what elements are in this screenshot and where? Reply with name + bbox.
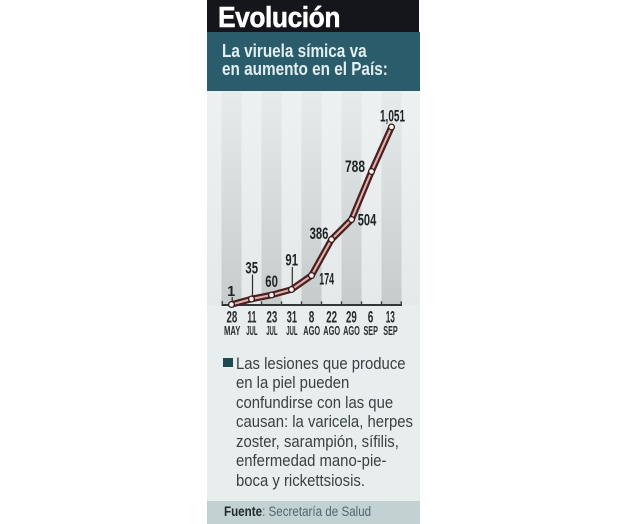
svg-text:174: 174: [319, 270, 334, 289]
svg-text:SEP: SEP: [383, 324, 397, 338]
svg-text:788: 788: [345, 157, 365, 176]
svg-text:504: 504: [358, 211, 377, 230]
svg-text:JUL: JUL: [266, 324, 278, 338]
svg-text:SEP: SEP: [364, 324, 378, 338]
svg-text:29: 29: [346, 308, 357, 327]
svg-text:22: 22: [326, 308, 337, 327]
svg-text:91: 91: [285, 251, 298, 270]
svg-text:AGO: AGO: [303, 324, 320, 338]
svg-text:28: 28: [227, 308, 238, 327]
svg-text:MAY: MAY: [224, 324, 241, 338]
svg-text:23: 23: [267, 308, 278, 327]
svg-text:60: 60: [265, 272, 278, 291]
svg-text:1: 1: [227, 284, 235, 300]
svg-text:JUL: JUL: [246, 324, 258, 338]
svg-text:AGO: AGO: [323, 324, 340, 338]
svg-text:31: 31: [287, 308, 297, 327]
svg-text:1,051: 1,051: [380, 107, 405, 126]
svg-text:8: 8: [309, 308, 315, 327]
svg-text:6: 6: [368, 308, 374, 327]
svg-text:AGO: AGO: [343, 324, 360, 338]
svg-text:386: 386: [310, 224, 329, 243]
svg-text:13: 13: [386, 308, 395, 327]
svg-text:35: 35: [245, 258, 258, 277]
svg-text:JUL: JUL: [286, 324, 298, 338]
svg-text:11: 11: [247, 308, 256, 327]
